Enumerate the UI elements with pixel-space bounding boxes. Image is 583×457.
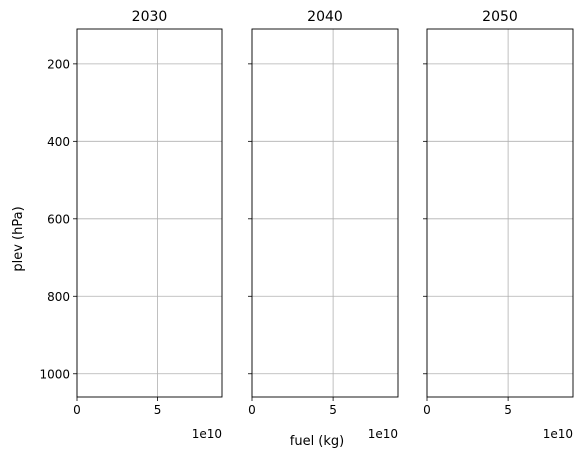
x-tick-label: 5 xyxy=(154,403,162,417)
x-tick-label: 0 xyxy=(248,403,256,417)
axes-frame xyxy=(426,28,574,398)
x-tick-label: 0 xyxy=(423,403,431,417)
panels: 200 400 600 800 1000 0 5 1e10 2030 0 5 1e10 2040 0 5 1e… xyxy=(39,9,574,441)
panel-title: 2030 xyxy=(132,9,168,25)
panel-2030: 200 400 600 800 1000 0 5 1e10 2030 xyxy=(39,9,223,441)
y-axis-label: plev (hPa) xyxy=(11,206,26,271)
axes-frame xyxy=(76,28,223,398)
x-offset-text: 1e10 xyxy=(192,427,222,441)
y-tick-label: 200 xyxy=(47,57,70,71)
x-tick-label: 0 xyxy=(73,403,81,417)
y-tick-label: 600 xyxy=(47,212,70,226)
y-tick-label: 1000 xyxy=(39,367,70,381)
panel-2050: 0 5 1e10 2050 xyxy=(423,9,574,441)
axes-frame xyxy=(251,28,399,398)
y-tick-label: 800 xyxy=(47,290,70,304)
x-tick-label: 5 xyxy=(504,403,512,417)
y-tick-label: 400 xyxy=(47,135,70,149)
x-axis-label: fuel (kg) xyxy=(290,434,344,449)
panel-2040: 0 5 1e10 2040 xyxy=(248,9,399,441)
panel-title: 2050 xyxy=(482,9,518,25)
x-offset-text: 1e10 xyxy=(368,427,398,441)
x-tick-label: 5 xyxy=(329,403,337,417)
x-offset-text: 1e10 xyxy=(543,427,573,441)
panel-title: 2040 xyxy=(307,9,343,25)
